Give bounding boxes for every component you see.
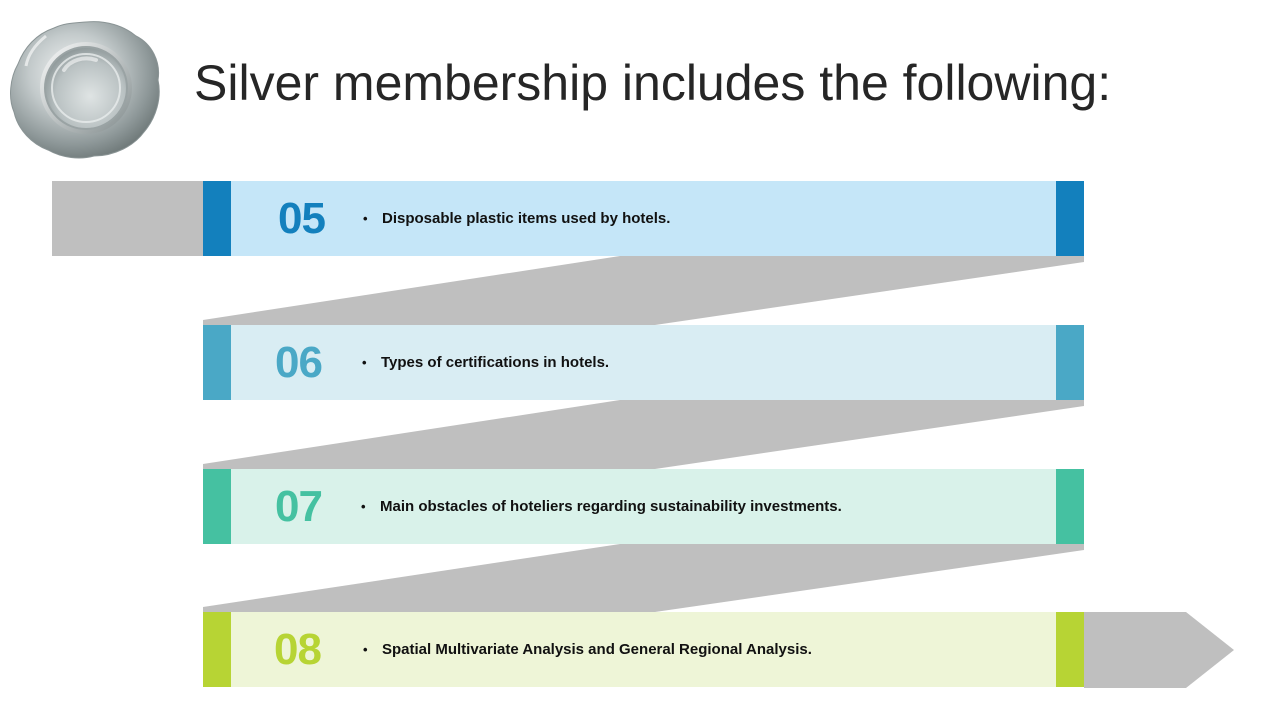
- list-item: 06 • Types of certifications in hotels.: [203, 325, 1084, 400]
- item-text: Types of certifications in hotels.: [381, 354, 610, 371]
- band-right-accent: [1056, 612, 1084, 687]
- bullet-icon: •: [362, 355, 367, 370]
- band-left-accent: [203, 469, 231, 544]
- item-text-row: • Types of certifications in hotels.: [362, 325, 609, 400]
- item-text: Spatial Multivariate Analysis and Genera…: [382, 641, 812, 658]
- item-text-row: • Spatial Multivariate Analysis and Gene…: [363, 612, 812, 687]
- ribbon-fold-3: [203, 544, 1084, 612]
- item-number: 05: [278, 193, 326, 243]
- ribbon-start-tail: [52, 181, 203, 256]
- band-left-accent: [203, 325, 231, 400]
- bullet-icon: •: [361, 499, 366, 514]
- item-text: Main obstacles of hoteliers regarding su…: [380, 498, 842, 515]
- item-number: 07: [275, 481, 323, 531]
- ribbon-fold-1: [203, 256, 1084, 325]
- item-text-row: • Disposable plastic items used by hotel…: [363, 181, 670, 256]
- list-item: 05 • Disposable plastic items used by ho…: [203, 181, 1084, 256]
- list-item: 08 • Spatial Multivariate Analysis and G…: [203, 612, 1084, 687]
- item-number: 08: [274, 624, 322, 674]
- band-left-accent: [203, 181, 231, 256]
- ribbon-arrow-head: [1084, 612, 1234, 688]
- ribbon-fold-2: [203, 400, 1084, 469]
- band-right-accent: [1056, 181, 1084, 256]
- item-text-row: • Main obstacles of hoteliers regarding …: [361, 469, 842, 544]
- list-item: 07 • Main obstacles of hoteliers regardi…: [203, 469, 1084, 544]
- page-title: Silver membership includes the following…: [194, 55, 1112, 111]
- item-number: 06: [275, 337, 323, 387]
- band-right-accent: [1056, 469, 1084, 544]
- band-right-accent: [1056, 325, 1084, 400]
- bullet-icon: •: [363, 642, 368, 657]
- bullet-icon: •: [363, 211, 368, 226]
- item-text: Disposable plastic items used by hotels.: [382, 210, 671, 227]
- silver-wax-seal-icon: [10, 21, 160, 159]
- band-left-accent: [203, 612, 231, 687]
